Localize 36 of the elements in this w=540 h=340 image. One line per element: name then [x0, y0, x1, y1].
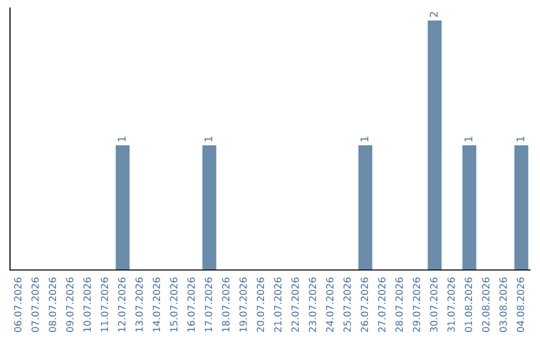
x-tick-label: 02.08.2026: [482, 278, 490, 332]
x-tick-label: 15.07.2026: [170, 278, 178, 332]
x-tick-label: 24.07.2026: [326, 278, 334, 332]
x-tick-label: 21.07.2026: [274, 278, 282, 332]
x-tick-label: 26.07.2026: [360, 278, 368, 332]
x-tick-label: 27.07.2026: [378, 278, 386, 332]
x-tick-label: 23.07.2026: [308, 278, 316, 332]
x-tick-label: 14.07.2026: [152, 278, 160, 332]
x-tick-label: 06.07.2026: [14, 278, 22, 332]
data-label: 1: [360, 136, 368, 142]
x-tick-label: 31.07.2026: [447, 278, 455, 332]
data-label: 2: [430, 12, 438, 17]
x-tick-label: 03.08.2026: [499, 278, 507, 332]
x-tick-label: 07.07.2026: [31, 278, 39, 332]
data-label: 1: [118, 136, 126, 142]
x-tick-label: 01.08.2026: [464, 278, 472, 332]
x-tick-label: 19.07.2026: [239, 278, 247, 332]
x-tick-label: 13.07.2026: [135, 278, 143, 332]
x-tick-label: 09.07.2026: [66, 278, 74, 332]
x-tick-label: 18.07.2026: [222, 278, 230, 332]
x-tick-label: 30.07.2026: [430, 278, 438, 332]
x-tick-label: 11.07.2026: [100, 278, 108, 332]
x-tick-label: 04.08.2026: [516, 278, 524, 332]
x-tick-label: 10.07.2026: [83, 278, 91, 332]
x-tick-label: 25.07.2026: [343, 278, 351, 332]
x-tick-label: 17.07.2026: [204, 278, 212, 332]
x-tick-label: 29.07.2026: [412, 278, 420, 332]
x-tick-label: 08.07.2026: [48, 278, 56, 332]
x-tick-label: 12.07.2026: [118, 278, 126, 332]
data-label: 1: [464, 136, 472, 142]
data-label: 1: [204, 136, 212, 142]
data-label: 1: [516, 136, 524, 142]
x-tick-label: 16.07.2026: [187, 278, 195, 332]
x-tick-label: 28.07.2026: [395, 278, 403, 332]
x-tick-label: 20.07.2026: [256, 278, 264, 332]
x-tick-label: 22.07.2026: [291, 278, 299, 332]
